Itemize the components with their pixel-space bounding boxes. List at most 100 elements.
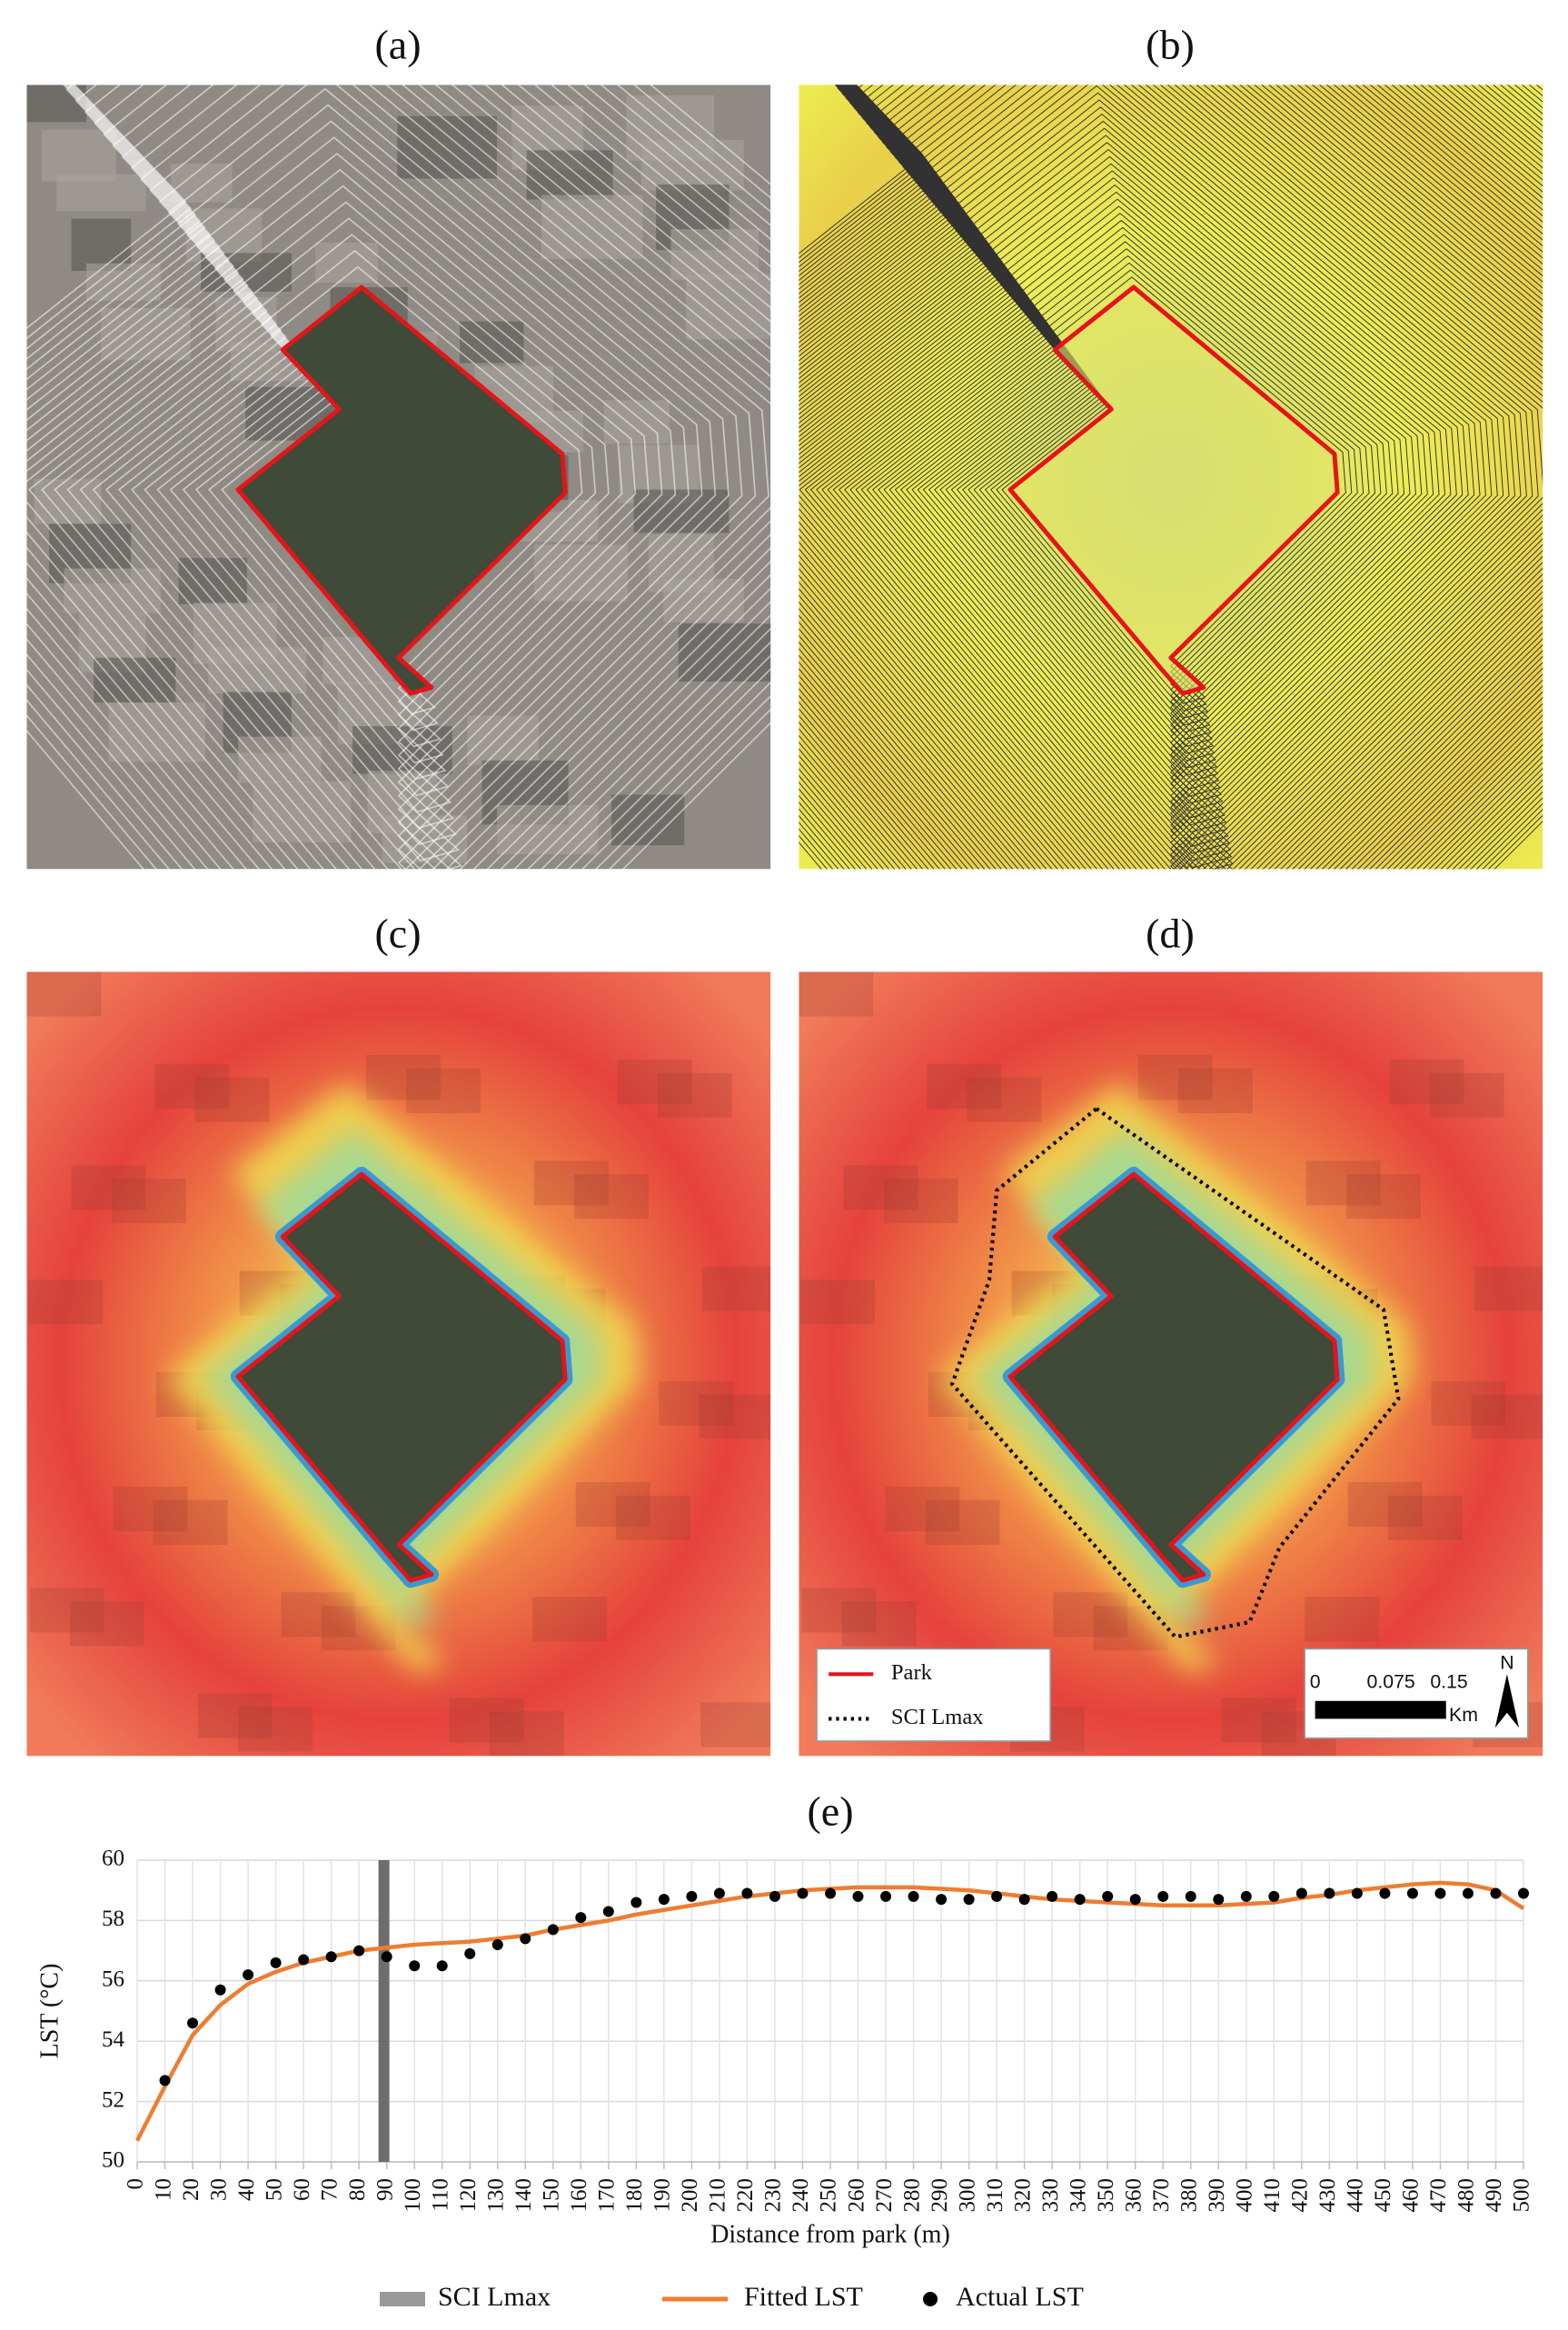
- y-tick-label: 50: [102, 2148, 124, 2173]
- panel-label: (c): [374, 911, 421, 957]
- block: [1221, 1698, 1296, 1743]
- scale-unit: Km: [1449, 1704, 1478, 1726]
- buffer-ring: [41, 85, 769, 870]
- block: [449, 1698, 524, 1743]
- data-point: [1351, 1887, 1363, 1899]
- block: [925, 1499, 1000, 1545]
- x-tick-label: 220: [733, 2178, 758, 2213]
- x-tick-label: 370: [1149, 2178, 1174, 2213]
- block: [1389, 1059, 1464, 1105]
- data-point: [963, 1894, 975, 1906]
- block: [111, 1178, 186, 1224]
- block: [397, 115, 497, 179]
- data-point: [1018, 1894, 1030, 1906]
- north-label: N: [1500, 1651, 1513, 1673]
- park-boundary: [1007, 1171, 1340, 1583]
- x-tick-label: 20: [179, 2178, 203, 2201]
- block: [496, 804, 599, 854]
- x-tick-label: 230: [761, 2178, 786, 2213]
- map-content: [26, 971, 771, 1757]
- buffer-ring: [27, 85, 771, 870]
- buffer-ring: [54, 85, 757, 870]
- buffer-ring: [26, 85, 771, 870]
- block: [94, 657, 176, 702]
- legend-label: Park: [891, 1660, 933, 1685]
- data-point: [1518, 1887, 1529, 1899]
- maps: Park SCI Lmax 0 0.075 0.15 Km N: [26, 85, 1543, 1757]
- x-tick-label: 500: [1510, 2178, 1534, 2213]
- data-point: [1129, 1894, 1141, 1906]
- map-panel: [26, 971, 771, 1757]
- x-tick-label: 0: [124, 2178, 148, 2190]
- buffer-ring: [26, 85, 771, 870]
- block: [1305, 1160, 1381, 1206]
- block: [1387, 1495, 1463, 1540]
- scale-box: [1304, 1648, 1529, 1739]
- y-tick-label: 54: [102, 2027, 125, 2052]
- sci-boundary: [950, 1106, 1401, 1639]
- park-boundary: [235, 1171, 568, 1583]
- block: [28, 1280, 103, 1325]
- data-point: [243, 1969, 254, 1981]
- x-tick-label: 380: [1176, 2178, 1201, 2213]
- north-arrow: [1494, 1674, 1519, 1728]
- block: [1305, 1597, 1380, 1642]
- block: [615, 1495, 690, 1540]
- data-point: [769, 1890, 780, 1902]
- buffer-ring: [144, 168, 663, 813]
- legend-swatch: [923, 2292, 938, 2306]
- block: [1471, 1394, 1543, 1439]
- x-tick-label: 480: [1454, 2178, 1479, 2213]
- buffer-ring: [26, 85, 771, 870]
- y-tick-label: 52: [102, 2087, 124, 2112]
- data-point: [741, 1887, 753, 1899]
- data-point: [1406, 1887, 1418, 1899]
- buffer-ring: [26, 85, 771, 870]
- block: [153, 1499, 228, 1545]
- data-point: [825, 1887, 836, 1899]
- data-point: [1462, 1887, 1474, 1899]
- block: [113, 1486, 188, 1532]
- scale-bar: [1315, 1700, 1446, 1719]
- x-tick-label: 140: [511, 2178, 536, 2213]
- map-panel: [26, 85, 771, 870]
- x-tick-label: 490: [1482, 2178, 1506, 2213]
- data-point: [353, 1945, 365, 1957]
- x-tick-label: 430: [1315, 2178, 1340, 2213]
- data-point: [1157, 1890, 1169, 1902]
- x-tick-label: 200: [678, 2178, 702, 2213]
- x-tick-label: 360: [1121, 2178, 1146, 2213]
- data-point: [1185, 1890, 1196, 1902]
- block: [1431, 1380, 1506, 1426]
- data-point: [713, 1887, 725, 1899]
- data-point: [575, 1912, 587, 1924]
- data-point: [1434, 1887, 1446, 1899]
- data-point: [520, 1933, 531, 1945]
- x-tick-label: 40: [234, 2178, 259, 2201]
- block: [532, 1597, 608, 1642]
- data-point: [187, 2017, 199, 2029]
- block: [843, 1165, 918, 1210]
- x-axis-title: Distance from park (m): [710, 2220, 950, 2248]
- data-point: [1490, 1887, 1502, 1899]
- data-point: [491, 1938, 503, 1950]
- data-point: [1295, 1887, 1307, 1899]
- data-point: [1074, 1894, 1086, 1906]
- legend-label: SCI Lmax: [438, 2282, 551, 2312]
- block: [208, 647, 307, 694]
- x-tick-label: 470: [1426, 2178, 1451, 2213]
- x-tick-label: 280: [899, 2178, 924, 2213]
- block: [460, 321, 524, 363]
- x-tick-label: 330: [1038, 2178, 1063, 2213]
- buffer-ring: [26, 85, 771, 870]
- block: [238, 1707, 313, 1752]
- block: [1053, 1592, 1128, 1638]
- x-tick-label: 90: [372, 2178, 397, 2201]
- x-tick-label: 300: [955, 2178, 979, 2213]
- x-tick-label: 150: [540, 2178, 564, 2213]
- x-tick-label: 170: [595, 2178, 620, 2213]
- block: [154, 1063, 230, 1110]
- buffer-ring: [26, 85, 771, 870]
- scale-label: 0.075: [1367, 1671, 1415, 1693]
- block: [575, 1482, 650, 1528]
